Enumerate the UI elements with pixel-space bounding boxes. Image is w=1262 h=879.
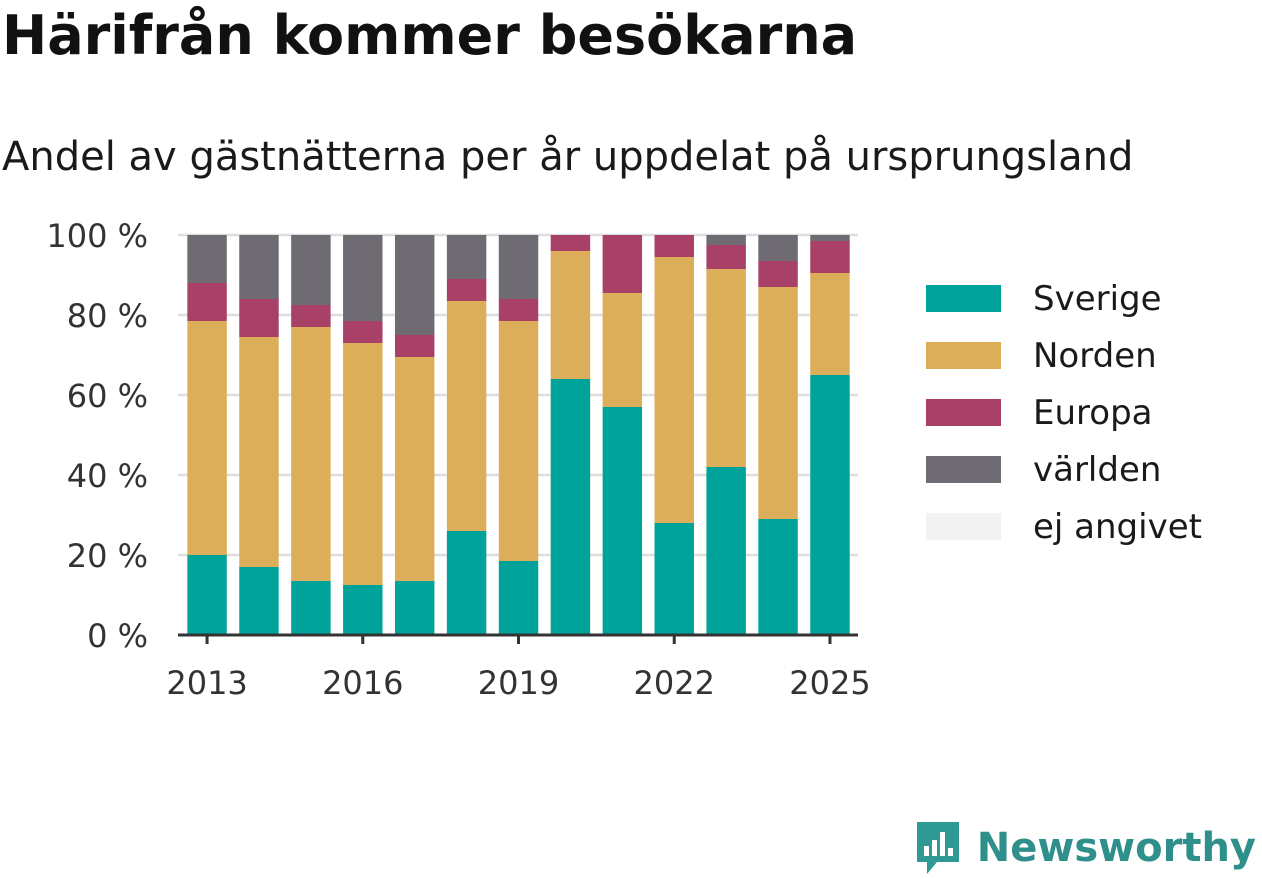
bar-segment-norden-2019 [498,321,539,561]
bar-segment-sverige-2025 [810,375,850,635]
bar-segment-världen-2019 [498,235,539,299]
chart-title: Härifrån kommer besökarna [2,4,858,67]
bar-segment-sverige-2015 [291,581,331,635]
bar-segment-norden-2015 [291,327,331,581]
bar-segment-världen-2023 [706,235,746,245]
bar-segment-världen-2014 [239,235,279,299]
brand-name: Newsworthy [976,825,1256,871]
legend-swatch [926,342,1001,369]
bar-segment-världen-2025 [810,235,850,241]
chart-subtitle: Andel av gästnätterna per år uppdelat på… [2,134,1134,180]
bar-segment-europa-2024 [758,261,798,287]
bar-chart-logo-icon [916,822,959,874]
legend-item-ej-angivet: ej angivet [926,498,1202,555]
bar-segment-norden-2024 [758,287,798,519]
x-tick-label: 2016 [322,664,403,702]
y-tick-label: 60 % [67,377,148,415]
x-tick-label: 2013 [166,664,247,702]
bar-segment-världen-2017 [394,235,435,335]
bar-segment-sverige-2020 [550,379,591,635]
bar-segment-europa-2017 [394,335,435,357]
bar-segment-europa-2015 [291,305,331,327]
bar-segment-sverige-2021 [602,407,643,635]
legend: Sverige Norden Europa världen ej angivet [926,270,1202,555]
bar-segment-europa-2025 [810,241,850,273]
bar-segment-norden-2023 [706,269,746,467]
x-tick-label: 2025 [789,664,870,702]
bar-segment-europa-2013 [187,283,227,321]
y-tick-label: 100 % [46,217,148,255]
legend-label: Europa [1033,392,1153,433]
legend-item-europa: Europa [926,384,1202,441]
bar-segment-sverige-2013 [187,555,227,635]
bar-segment-norden-2025 [810,273,850,375]
bar-segment-sverige-2016 [343,585,383,635]
bar-segment-norden-2018 [446,301,487,531]
legend-label: Sverige [1033,278,1162,319]
bar-segment-sverige-2023 [706,467,746,635]
x-tick-label: 2019 [478,664,559,702]
bar-segment-norden-2021 [602,293,643,407]
legend-label: världen [1033,449,1162,490]
bar-segment-världen-2018 [446,235,487,279]
bar-segment-sverige-2024 [758,519,798,635]
bar-segment-sverige-2022 [654,523,694,635]
bar-segment-europa-2018 [446,279,487,301]
bar-segment-europa-2023 [706,245,746,269]
legend-item-norden: Norden [926,327,1202,384]
bar-segment-europa-2016 [343,321,383,343]
bar-segment-norden-2022 [654,257,694,523]
legend-item-världen: världen [926,441,1202,498]
legend-swatch [926,456,1001,483]
y-tick-label: 80 % [67,297,148,335]
legend-item-sverige: Sverige [926,270,1202,327]
brand-logo: Newsworthy [913,818,1256,878]
bar-segment-världen-2013 [187,235,227,283]
bar-segment-europa-2019 [498,299,539,321]
legend-swatch [926,513,1001,540]
legend-label: Norden [1033,335,1157,376]
bar-segment-världen-2015 [291,235,331,305]
bar-segment-europa-2020 [550,235,591,251]
x-tick-label: 2022 [634,664,715,702]
bar-segment-norden-2020 [550,251,591,379]
bar-segment-världen-2024 [758,235,798,261]
bar-segment-sverige-2017 [394,581,435,635]
bar-segment-norden-2017 [394,357,435,581]
legend-swatch [926,399,1001,426]
legend-label: ej angivet [1033,506,1202,547]
bar-segment-europa-2021 [602,235,643,293]
bar-segment-sverige-2014 [239,567,279,635]
bar-segment-norden-2013 [187,321,227,555]
legend-swatch [926,285,1001,312]
bar-segment-sverige-2019 [498,561,539,635]
y-tick-label: 20 % [67,537,148,575]
y-tick-label: 40 % [67,457,148,495]
bar-segment-norden-2016 [343,343,383,585]
y-tick-label: 0 % [87,617,148,655]
bar-segment-sverige-2018 [446,531,487,635]
bar-segment-världen-2016 [343,235,383,321]
bar-segment-europa-2022 [654,235,694,257]
bar-segment-norden-2014 [239,337,279,567]
bar-segment-europa-2014 [239,299,279,337]
